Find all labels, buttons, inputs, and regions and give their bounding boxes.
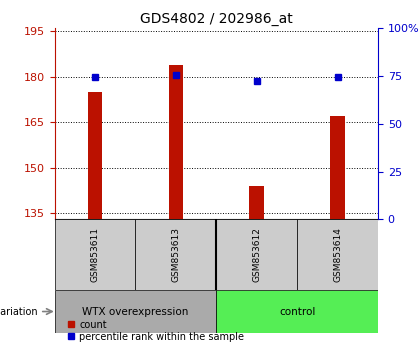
Bar <box>55 219 135 290</box>
Text: WTX overexpression: WTX overexpression <box>82 307 189 316</box>
Text: GSM853611: GSM853611 <box>91 227 100 282</box>
Bar <box>168 65 183 219</box>
Title: GDS4802 / 202986_at: GDS4802 / 202986_at <box>140 12 293 26</box>
Bar <box>55 290 216 333</box>
Bar <box>249 186 264 219</box>
Bar <box>297 219 378 290</box>
Text: GSM853614: GSM853614 <box>333 227 342 282</box>
Text: GSM853613: GSM853613 <box>171 227 180 282</box>
Text: genotype/variation: genotype/variation <box>0 307 38 316</box>
Bar <box>135 219 216 290</box>
Text: GSM853612: GSM853612 <box>252 227 261 282</box>
Bar <box>216 219 297 290</box>
Text: control: control <box>279 307 315 316</box>
Legend: count, percentile rank within the sample: count, percentile rank within the sample <box>64 316 248 346</box>
Bar <box>330 116 345 219</box>
Bar <box>216 290 378 333</box>
Bar <box>88 92 102 219</box>
